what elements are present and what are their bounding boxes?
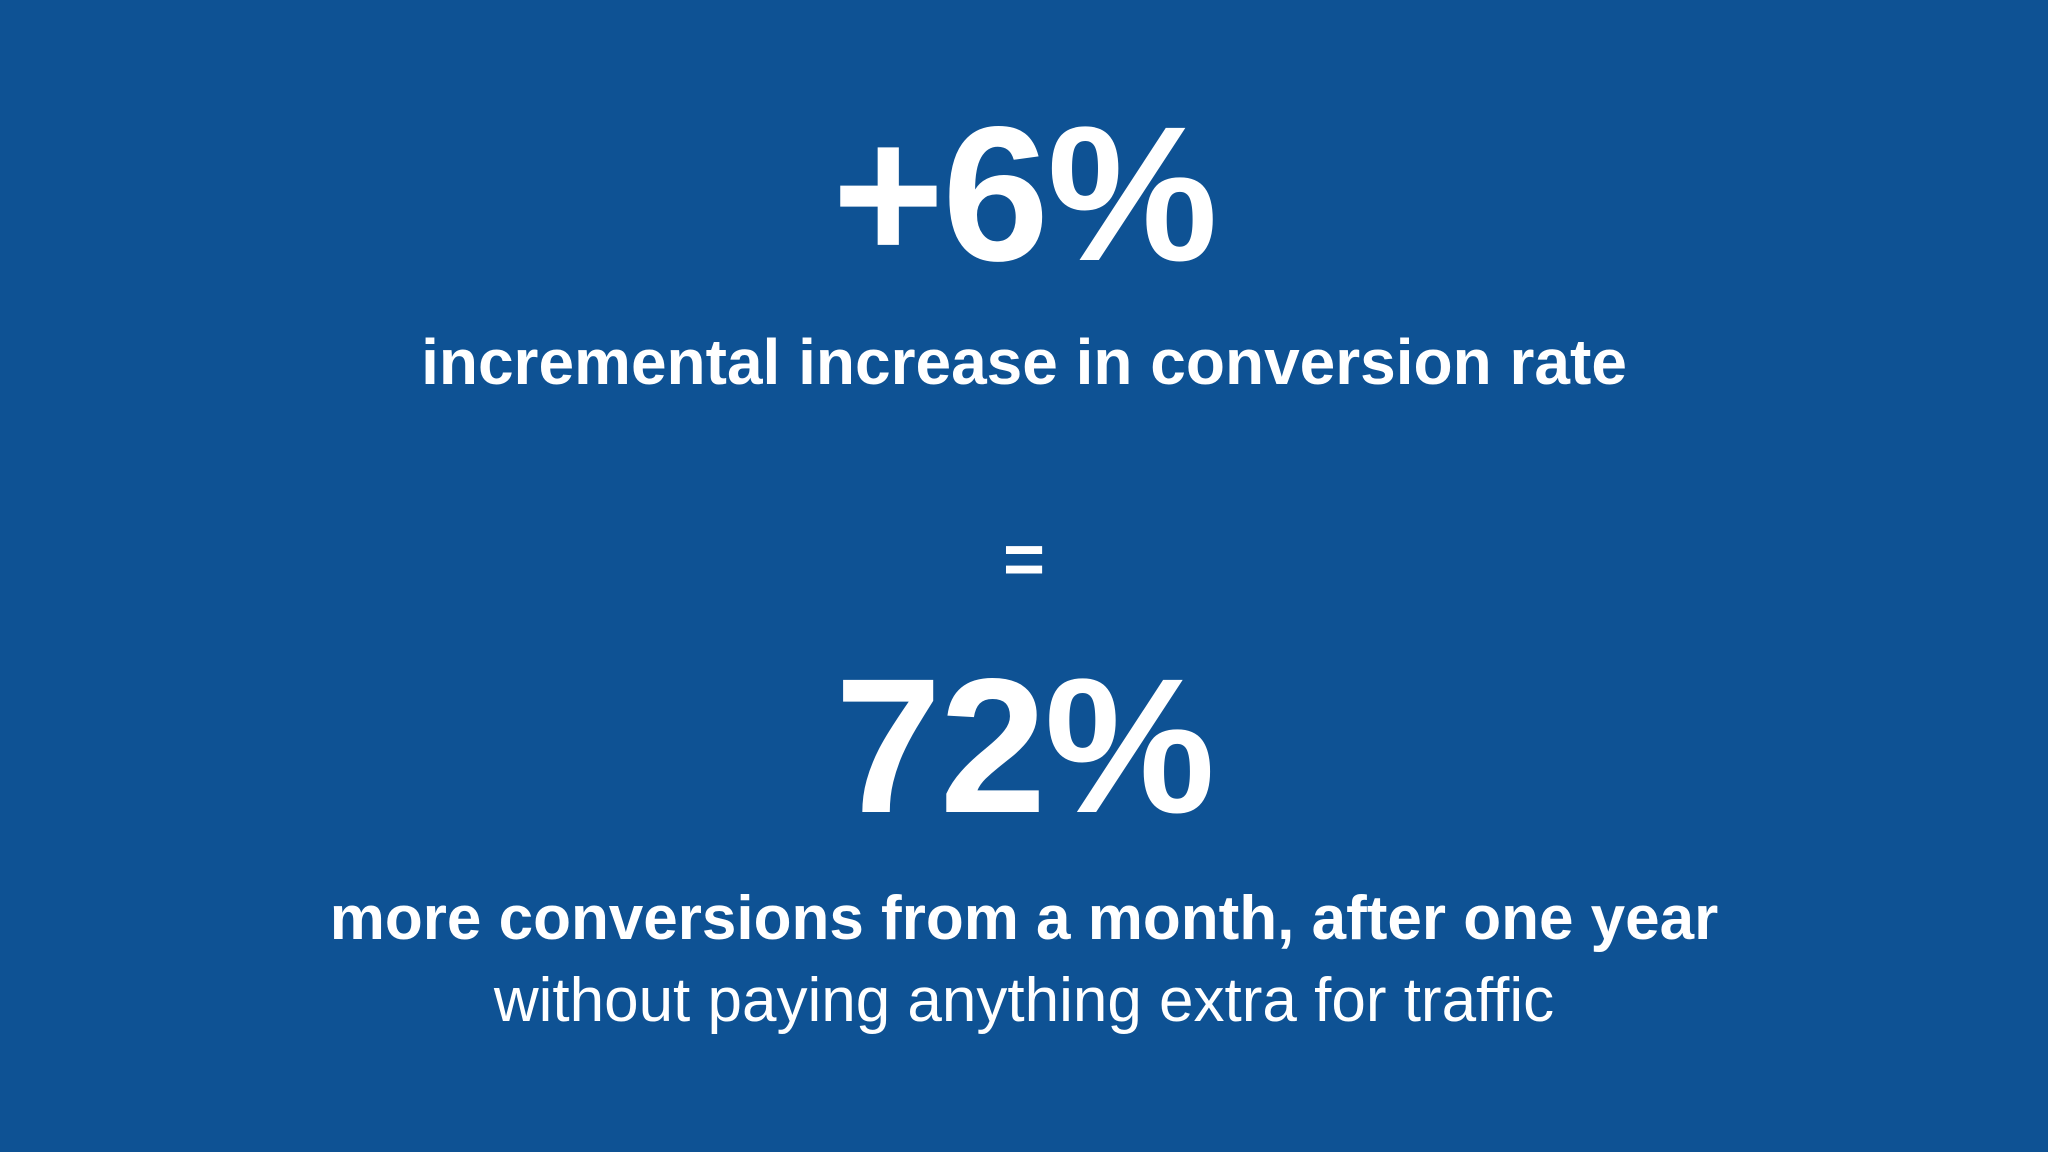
stat-increase: +6% xyxy=(832,86,1218,301)
stat-increase-caption: incremental increase in conversion rate xyxy=(421,326,1627,398)
equals-sign: = xyxy=(1002,520,1046,600)
stat-conversions: 72% xyxy=(834,638,1215,853)
stat-conversions-subcaption: without paying anything extra for traffi… xyxy=(493,966,1555,1035)
stat-conversions-caption: more conversions from a month, after one… xyxy=(329,884,1719,953)
